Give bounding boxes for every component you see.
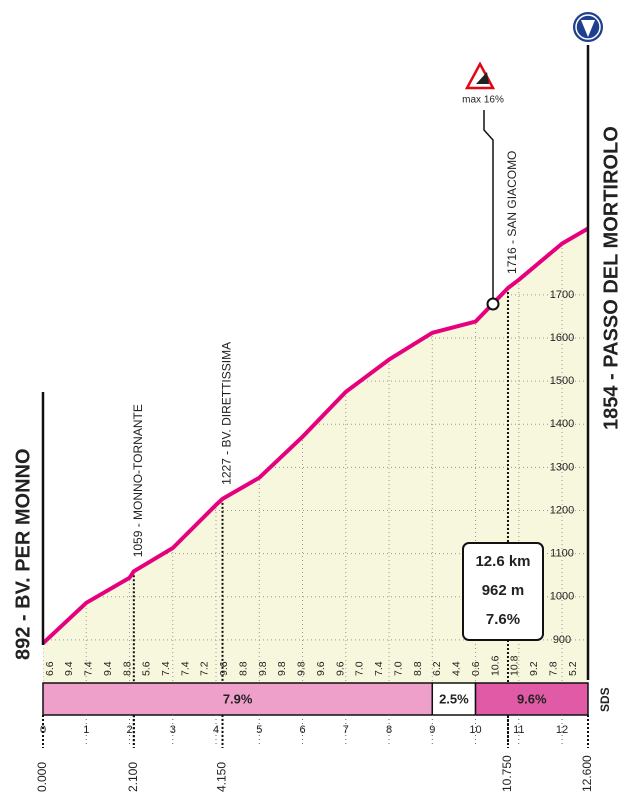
distance-label: 2.100 bbox=[126, 762, 140, 792]
x-tick-label: 2 bbox=[126, 724, 132, 736]
gradient-label: 9.4 bbox=[102, 661, 114, 676]
gradient-label: 7.4 bbox=[179, 661, 191, 676]
distance-label: 0.000 bbox=[35, 762, 49, 792]
gradient-label: 6.6 bbox=[44, 661, 56, 676]
gradient-label: 7.4 bbox=[160, 661, 172, 676]
gradient-label: 9.8 bbox=[276, 661, 288, 676]
waypoint-label: 1059 - MONNO-TORNANTE bbox=[131, 404, 145, 557]
summary-box bbox=[462, 542, 544, 641]
gradient-segment bbox=[42, 682, 434, 716]
x-tick-label: 3 bbox=[170, 724, 176, 736]
start-label: 892 - BV. PER MONNO bbox=[12, 448, 34, 660]
gradient-label: 7.8 bbox=[547, 661, 559, 676]
end-label: 1854 - PASSO DEL MORTIROLO bbox=[600, 126, 622, 430]
segment-label: 9.6% bbox=[517, 691, 547, 706]
y-tick-label: 1500 bbox=[550, 375, 574, 387]
x-tick-label: 12 bbox=[556, 724, 568, 736]
y-tick-label: 900 bbox=[553, 634, 571, 646]
y-tick-label: 1700 bbox=[550, 289, 574, 301]
y-tick-label: 1300 bbox=[550, 461, 574, 473]
gradient-label: 10.8 bbox=[509, 655, 521, 676]
gradient-label: 9.2 bbox=[528, 661, 540, 676]
gradient-label: 9.6 bbox=[218, 661, 230, 676]
x-tick-label: 0 bbox=[40, 724, 46, 736]
gradient-label: 5.6 bbox=[141, 661, 153, 676]
x-tick-label: 10 bbox=[469, 724, 481, 736]
gradient-segment bbox=[474, 682, 589, 716]
gradient-label: 0.6 bbox=[470, 661, 482, 676]
gradient-label: 10.6 bbox=[489, 655, 501, 676]
gradient-label: 9.8 bbox=[257, 661, 269, 676]
gradient-label: 9.8 bbox=[296, 661, 308, 676]
gradient-label: 4.4 bbox=[451, 661, 463, 676]
distance-label: 4.150 bbox=[215, 762, 229, 792]
segment-label: 2.5% bbox=[439, 691, 469, 706]
x-tick-label: 1 bbox=[83, 724, 89, 736]
finish-icon bbox=[571, 10, 605, 44]
summary-distance: 12.6 km bbox=[475, 553, 530, 570]
waypoint-label: 1227 - BV. DIRETTISSIMA bbox=[220, 342, 234, 485]
gradient-label: 7.4 bbox=[83, 661, 95, 676]
profile-area bbox=[43, 228, 588, 683]
y-tick-label: 1000 bbox=[550, 591, 574, 603]
gradient-label: 9.4 bbox=[63, 661, 75, 676]
x-tick-label: 8 bbox=[386, 724, 392, 736]
distance-label: 10.750 bbox=[500, 755, 514, 792]
gradient-segment bbox=[431, 682, 477, 716]
logo: SDS bbox=[598, 687, 612, 712]
gradient-label: 5.2 bbox=[567, 661, 579, 676]
distance-label: 12.600 bbox=[580, 755, 594, 792]
max-gradient-marker bbox=[464, 61, 500, 311]
y-tick-label: 1400 bbox=[550, 418, 574, 430]
x-tick-label: 5 bbox=[256, 724, 262, 736]
x-tick-label: 7 bbox=[343, 724, 349, 736]
summary-gradient: 7.6% bbox=[486, 611, 520, 628]
gradient-label: 7.0 bbox=[392, 661, 404, 676]
y-tick-label: 1100 bbox=[550, 548, 574, 560]
x-tick-label: 6 bbox=[299, 724, 305, 736]
gradient-label: 8.8 bbox=[237, 661, 249, 676]
gradient-label: 6.2 bbox=[431, 661, 443, 676]
max-gradient-label: max 16% bbox=[462, 95, 504, 106]
gradient-label: 9.6 bbox=[315, 661, 327, 676]
x-tick-label: 4 bbox=[213, 724, 219, 736]
gradient-label: 8.8 bbox=[121, 661, 133, 676]
segment-label: 7.9% bbox=[223, 691, 253, 706]
plot: 900100011001200130014001500160017001059 … bbox=[41, 151, 590, 745]
gradient-label: 9.6 bbox=[334, 661, 346, 676]
x-tick-label: 11 bbox=[513, 724, 524, 736]
gradient-label: 8.8 bbox=[412, 661, 424, 676]
y-tick-label: 1200 bbox=[550, 504, 574, 516]
summary-climb: 962 m bbox=[482, 582, 525, 599]
gradient-label: 7.0 bbox=[354, 661, 366, 676]
y-tick-label: 1600 bbox=[550, 332, 574, 344]
waypoint-label: 1716 - SAN GIACOMO bbox=[505, 151, 519, 274]
gradient-label: 7.2 bbox=[199, 661, 211, 676]
gradient-label: 7.4 bbox=[373, 661, 385, 676]
profile-line bbox=[41, 226, 590, 645]
x-tick-label: 9 bbox=[429, 724, 435, 736]
